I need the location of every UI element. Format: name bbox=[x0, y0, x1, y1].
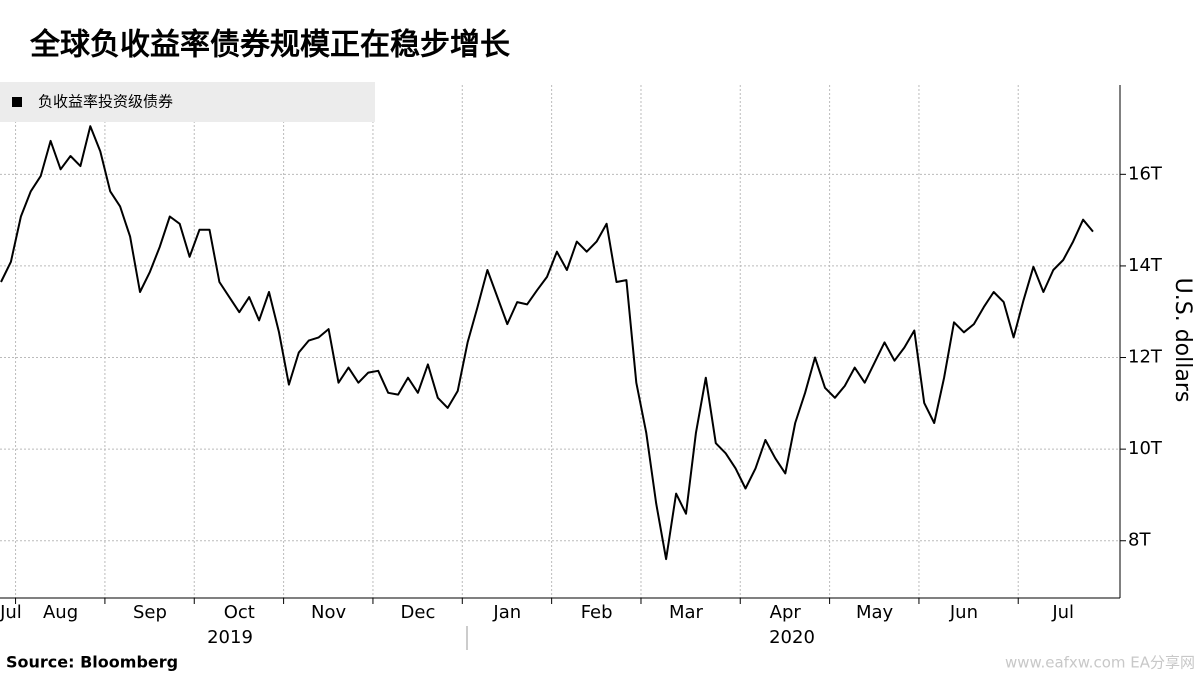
x-tick-label: Mar bbox=[669, 602, 704, 623]
y-tick-label: 8T bbox=[1128, 530, 1151, 551]
y-tick-label: 12T bbox=[1128, 347, 1163, 368]
x-tick-label: Feb bbox=[581, 602, 613, 623]
x-tick-label: Nov bbox=[311, 602, 346, 623]
source: Source: Bloomberg bbox=[6, 653, 178, 672]
legend-label: 负收益率投资级债券 bbox=[38, 93, 173, 111]
x-tick-label: Sep bbox=[133, 602, 167, 623]
legend-swatch bbox=[12, 97, 22, 107]
x-tick-label: Jul bbox=[0, 602, 22, 623]
chart-title: 全球负收益率债券规模正在稳步增长 bbox=[29, 28, 510, 63]
year-label: 2020 bbox=[769, 627, 815, 648]
watermark: www.eafxw.com EA分享网 bbox=[1005, 654, 1195, 672]
x-tick-label: Oct bbox=[224, 602, 255, 623]
x-tick-label: Aug bbox=[43, 602, 78, 623]
x-tick-label: Apr bbox=[770, 602, 802, 623]
y-tick-label: 14T bbox=[1128, 255, 1163, 276]
x-tick-label: Jul bbox=[1051, 602, 1074, 623]
y-tick-label: 10T bbox=[1128, 438, 1163, 459]
year-label: 2019 bbox=[207, 627, 253, 648]
data-line bbox=[0, 125, 1094, 561]
y-axis-label: U.S. dollars bbox=[1170, 278, 1195, 403]
x-tick-label: Jun bbox=[949, 602, 978, 623]
x-tick-label: Jan bbox=[492, 602, 521, 623]
y-tick-label: 16T bbox=[1128, 163, 1163, 184]
x-tick-label: Dec bbox=[401, 602, 436, 623]
x-tick-label: May bbox=[856, 602, 894, 623]
legend-box bbox=[0, 82, 375, 122]
